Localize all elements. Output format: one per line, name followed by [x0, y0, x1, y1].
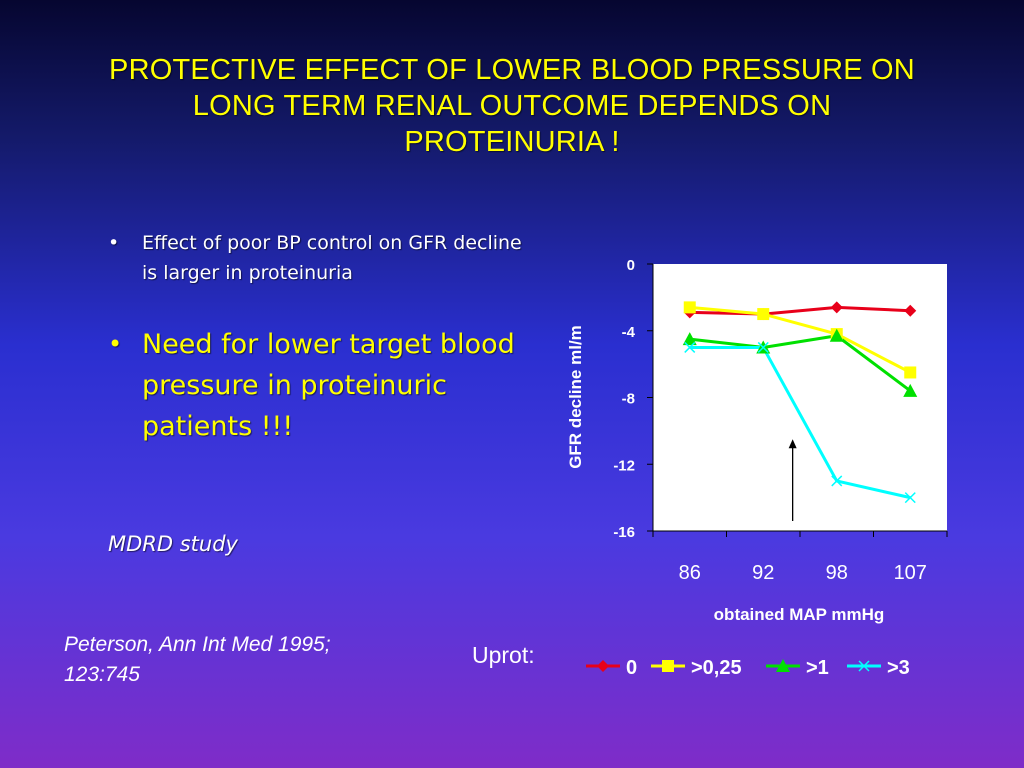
legend-label: >1 [806, 657, 829, 679]
bullet-dot-icon: • [108, 330, 123, 358]
series-marker [903, 383, 918, 397]
y-tick-label: -8 [622, 391, 635, 408]
bullet-text: Effect of poor BP control on GFR decline… [142, 232, 522, 284]
series-marker [683, 301, 696, 314]
legend-item: >1 [766, 657, 829, 679]
series-marker [829, 328, 844, 342]
y-tick-label: -12 [613, 457, 635, 474]
series-marker [757, 341, 769, 353]
series-line [689, 334, 912, 393]
series-marker [776, 659, 790, 672]
citation-line: 123:745 [64, 663, 140, 686]
plot-area [653, 264, 947, 531]
series-line [689, 345, 911, 500]
study-name: MDRD study [108, 532, 238, 556]
bullet-item: • Need for lower target blood pressure i… [108, 324, 528, 447]
series-marker [682, 332, 697, 346]
y-tick-label: -16 [613, 524, 635, 541]
x-tick-label: 107 [894, 562, 927, 584]
legend-title: Uprot: [472, 642, 535, 668]
x-tick-label: 98 [826, 562, 848, 584]
title-line: LONG TERM RENAL OUTCOME DEPENDS ON [192, 90, 832, 122]
series-line [689, 305, 911, 316]
bullet-list: • Effect of poor BP control on GFR decli… [108, 228, 528, 447]
bullet-item: • Effect of poor BP control on GFR decli… [108, 228, 528, 288]
series-marker [830, 301, 843, 314]
series-marker [904, 492, 916, 504]
title-line: PROTECTIVE EFFECT OF LOWER BLOOD PRESSUR… [109, 54, 915, 86]
series-marker [904, 366, 917, 379]
bullet-text: Need for lower target blood pressure in … [142, 329, 515, 442]
x-tick-label: 92 [752, 562, 774, 584]
bullet-dot-icon: • [108, 232, 120, 254]
series-marker [858, 660, 870, 672]
legend-label: 0 [626, 657, 637, 679]
citation-line: Peterson, Ann Int Med 1995; [64, 633, 331, 656]
x-tick-label: 86 [679, 562, 701, 584]
y-tick-label: 0 [627, 257, 635, 274]
series-line [689, 305, 911, 374]
legend-item: >3 [847, 657, 910, 679]
x-axis-label: obtained MAP mmHg [714, 605, 885, 624]
legend-item: >0,25 [651, 657, 742, 679]
series-marker [597, 660, 609, 672]
title-line: PROTEINURIA ! [404, 126, 620, 158]
series-marker [831, 475, 843, 487]
series-marker [662, 660, 674, 672]
citation: Peterson, Ann Int Med 1995; 123:745 [64, 630, 424, 690]
series-marker [757, 308, 770, 321]
y-tick-label: -4 [622, 324, 636, 341]
annotation-arrow-head [788, 439, 797, 449]
slide-title: PROTECTIVE EFFECT OF LOWER BLOOD PRESSUR… [40, 52, 984, 160]
series-marker [684, 341, 696, 353]
legend-label: >3 [887, 657, 910, 679]
legend-item: 0 [586, 657, 637, 679]
y-axis-label: GFR decline ml/m [566, 325, 585, 469]
legend-label: >0,25 [691, 657, 742, 679]
series-marker [904, 304, 917, 317]
